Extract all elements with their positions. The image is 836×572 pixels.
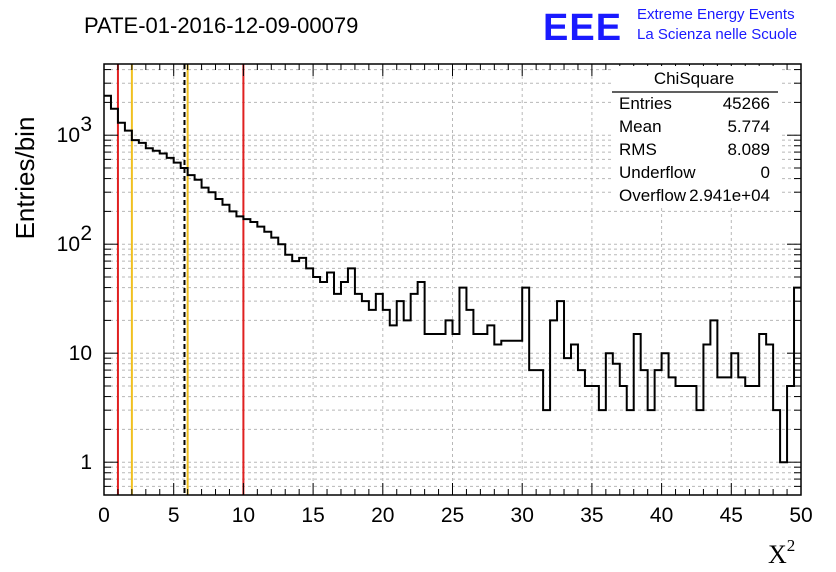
x-axis-label-exponent: 2 bbox=[787, 536, 796, 555]
x-tick-label: 25 bbox=[441, 504, 464, 527]
x-tick-label: 50 bbox=[789, 504, 812, 527]
stats-title: ChiSquare bbox=[654, 69, 734, 88]
logo-mark: EEE bbox=[543, 7, 622, 49]
stats-row-label: RMS bbox=[619, 140, 657, 159]
stats-rows: Entries 45266 Mean 5.774 RMS 8.089 Underflow 0 O… bbox=[619, 94, 770, 205]
y-axis-label: Entries/bin bbox=[10, 117, 40, 240]
stats-row-label: Underflow bbox=[619, 163, 696, 182]
stats-row-value: 45266 bbox=[723, 94, 770, 113]
x-tick-label: 5 bbox=[168, 504, 180, 527]
y-tick-label: 1 bbox=[80, 451, 92, 474]
stats-row-label: Overflow bbox=[619, 186, 687, 205]
stats-row-value: 8.089 bbox=[727, 140, 770, 159]
x-tick-label: 40 bbox=[650, 504, 673, 527]
y-tick-label: 10 bbox=[57, 233, 80, 256]
stats-row-label: Mean bbox=[619, 117, 662, 136]
axis-ticks bbox=[103, 64, 802, 496]
stats-row-value: 5.774 bbox=[727, 117, 770, 136]
x-axis-label: X2 bbox=[768, 536, 795, 569]
eee-logo: EEE Extreme Energy Events La Scienza nel… bbox=[543, 6, 797, 49]
chart-title: PATE-01-2016-12-09-00079 bbox=[84, 13, 358, 38]
stats-box: ChiSquare Entries 45266 Mean 5.774 RMS 8.089 U… bbox=[612, 66, 780, 206]
stats-box-background bbox=[612, 66, 780, 206]
x-tick-label: 0 bbox=[98, 504, 110, 527]
reference-lines bbox=[116, 64, 245, 495]
x-tick-labels: 0 5 10 15 20 25 30 35 40 45 50 bbox=[98, 504, 813, 527]
stats-row-value: 2.941e+04 bbox=[689, 186, 770, 205]
x-axis-label-base: X bbox=[768, 540, 787, 569]
y-tick-label: 10 bbox=[57, 124, 80, 147]
y-tick-label-exponent: 3 bbox=[80, 113, 92, 136]
grid bbox=[104, 64, 801, 496]
x-tick-label: 10 bbox=[232, 504, 255, 527]
stats-row-label: Entries bbox=[619, 94, 672, 113]
x-tick-label: 45 bbox=[720, 504, 743, 527]
x-tick-label: 15 bbox=[301, 504, 324, 527]
stats-row-value: 0 bbox=[761, 163, 770, 182]
x-tick-label: 30 bbox=[511, 504, 534, 527]
x-tick-label: 35 bbox=[580, 504, 603, 527]
logo-line-2: La Scienza nelle Scuole bbox=[637, 26, 797, 43]
y-tick-label: 10 bbox=[69, 342, 92, 365]
histogram-series bbox=[104, 94, 801, 464]
y-tick-label-exponent: 2 bbox=[80, 222, 92, 245]
logo-line-1: Extreme Energy Events bbox=[637, 6, 795, 23]
x-tick-label: 20 bbox=[371, 504, 394, 527]
